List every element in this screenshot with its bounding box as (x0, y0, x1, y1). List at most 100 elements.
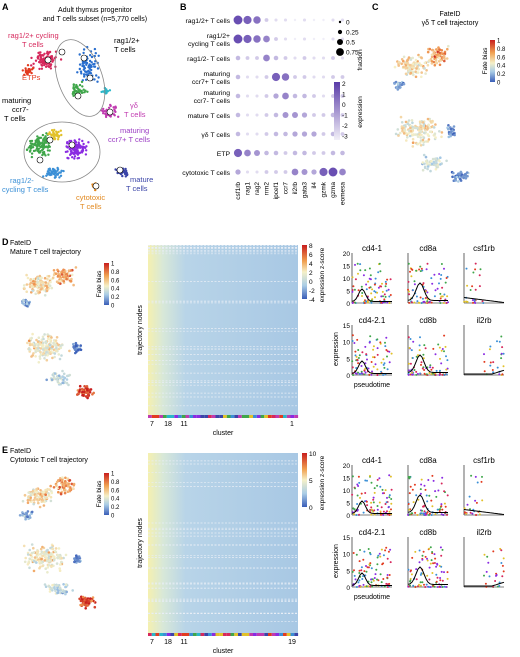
fate-bias-cell (420, 56, 423, 59)
cluster-cell-dot (76, 71, 79, 74)
gene-expression-point (440, 362, 443, 365)
fate-bias-cell (46, 277, 49, 281)
cluster-cell-dot (46, 173, 50, 176)
cluster-cell-dot (82, 51, 85, 55)
fate-bias-cell (464, 172, 467, 176)
zscore-tick: 4 (309, 261, 313, 268)
cluster-bar-segment (241, 633, 246, 636)
fate-bias-cell (404, 72, 408, 76)
cluster-bar-segment (219, 415, 224, 418)
fate-bias-cell (26, 563, 30, 566)
gene-expression-point (438, 510, 441, 512)
gene-expression-point (418, 344, 421, 347)
fate-bias-cell (402, 126, 405, 130)
gene-expression-point (428, 578, 431, 581)
gene-expression-point (438, 273, 441, 275)
cluster-cell-dot (108, 89, 112, 92)
fate-bias-cell (431, 49, 435, 52)
fate-bias-cell (42, 490, 46, 494)
cluster-cell-dot (37, 140, 41, 143)
fate-bias-cell (30, 551, 34, 555)
gene-expression-point (351, 475, 354, 478)
gene-expression-point (407, 280, 410, 283)
gene-expression-point (443, 293, 446, 296)
expression-dot (293, 75, 297, 79)
cluster-cell-dot (113, 114, 116, 117)
cluster-cell-dot (48, 169, 51, 172)
fate-bias-cell (34, 355, 37, 358)
expression-dot (331, 18, 335, 22)
cluster-bar-segment (193, 633, 197, 636)
gene-expression-point (474, 499, 477, 502)
cluster-cell-dot (126, 173, 129, 176)
fate-bias-cell (64, 583, 68, 586)
gene-expression-point (438, 346, 441, 349)
gene-expression-point (435, 580, 438, 583)
expression-dot (331, 75, 335, 79)
gene-expression-point (390, 502, 393, 505)
fate-bias-cell (434, 123, 437, 126)
gene-expression-point (420, 361, 423, 364)
fate-bias-cell (47, 585, 51, 588)
fate-bias-cell (428, 47, 432, 51)
cluster-cell-dot (69, 152, 73, 156)
gene-expression-point (380, 361, 383, 364)
cluster-bar-segment (178, 633, 182, 636)
gene-expression-point (357, 371, 359, 374)
gene-expression-point (369, 335, 372, 338)
cluster-bar-segment (238, 633, 242, 636)
gene-expression-point (381, 563, 384, 566)
cluster-cell-dot (41, 153, 44, 157)
cluster-label: 19 (288, 639, 296, 646)
gene-expression-point (423, 372, 426, 375)
cluster-bar-segment (253, 633, 257, 636)
fate-bias-cell (44, 353, 47, 357)
fate-bias-cell (66, 477, 70, 480)
fate-bias-cell (422, 143, 425, 147)
fate-bias-cell (59, 382, 62, 386)
fate-bias-cell (28, 516, 32, 519)
cluster-bar-segment (189, 633, 194, 636)
gene-expression-point (364, 269, 367, 272)
fate-bias-cell (48, 590, 52, 593)
fate-bias-title: Fate bias (96, 270, 103, 297)
gene-expression-point (445, 355, 447, 358)
gene-expression-point (471, 285, 474, 288)
cluster-bar-segment (268, 633, 272, 636)
cluster-cell-dot (45, 132, 48, 135)
gene-expression-point (370, 578, 373, 581)
fate-bias-cell (46, 571, 49, 574)
cluster-bar-segment (238, 415, 242, 418)
fate-bias-cell (416, 142, 420, 146)
fate-bias-cell (461, 175, 464, 178)
cluster-bar-segment (290, 415, 295, 418)
gene-expression-point (463, 511, 466, 514)
fate-bias-tick: 0.4 (497, 64, 506, 70)
fate-bias-cell (394, 132, 398, 136)
fate-bias-cell (416, 126, 419, 130)
gene-expression-point (369, 553, 372, 556)
gene-expression-point (373, 491, 376, 494)
gene-expression-point (357, 485, 360, 487)
fate-bias-cell (53, 372, 57, 375)
expression-dot (340, 150, 345, 156)
expression-dot (312, 113, 316, 117)
fate-bias-cell (447, 135, 451, 139)
gene-plot-y-label: expression (333, 332, 340, 366)
fate-bias-cell (59, 563, 62, 566)
fate-bias-cell (79, 603, 82, 607)
fate-bias-cell (400, 62, 403, 66)
gene-trend-curve (464, 581, 505, 587)
gene-expression-point (434, 557, 437, 560)
gene-expression-point (411, 488, 414, 491)
cluster-cell-dot (23, 73, 26, 77)
gene-plot-y-tick: 0 (346, 585, 350, 592)
expression-dot (331, 56, 335, 60)
fate-bias-cell (67, 374, 70, 377)
expression-tick: -2 (342, 123, 348, 130)
cluster-cell-dot (41, 133, 45, 137)
fate-bias-cell (47, 492, 50, 495)
cluster-cell-dot (50, 170, 54, 173)
fate-bias-cell (422, 153, 426, 157)
